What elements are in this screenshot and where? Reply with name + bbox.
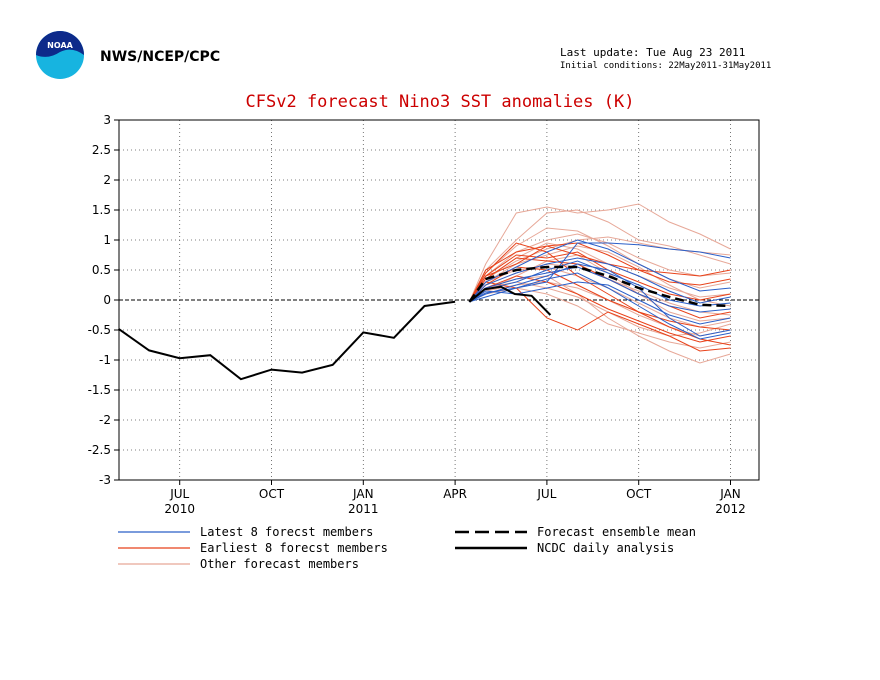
legend-label-earliest: Earliest 8 forecst members [200,541,388,555]
latest-member-line [469,242,731,303]
y-tick-label: -0.5 [88,323,111,337]
x-tick-month: JUL [169,487,189,501]
latest-member-line [469,272,731,340]
ensemble-mean-line [468,265,731,308]
earliest-member-line [468,257,731,319]
legend-label-analysis: NCDC daily analysis [537,541,674,555]
latest-member-line [469,239,731,303]
y-tick-label: -1.5 [88,383,111,397]
y-tick-label: 1.5 [92,203,111,217]
y-tick-label: 0.5 [92,263,111,277]
y-tick-label: -3 [99,473,111,487]
latest-member-line [469,266,731,313]
noaa-logo: NOAA [36,31,84,79]
ensemble-mean-group [468,265,731,308]
other-member-line [468,203,731,302]
earliest-member-line [468,242,731,303]
y-axis: 3 2.5 2 1.5 1 0.5 0 -0.5 -1 -1.5 -2 -2.5 -3 [88,113,119,487]
analysis-daily-line [468,285,552,316]
analysis-group [117,285,552,381]
x-tick-month: JAN [719,487,741,501]
x-tick-month: OCT [259,487,285,501]
y-tick-label: 3 [103,113,111,127]
x-tick-month: APR [443,487,467,501]
x-tick-month: OCT [626,487,652,501]
x-tick-month: JUL [536,487,556,501]
earliest-member-line [469,275,731,343]
y-tick-label: 2 [103,173,111,187]
y-tick-label: 0 [103,293,111,307]
legend-label-other: Other forecast members [200,557,359,571]
noaa-logo-text: NOAA [47,41,73,50]
x-tick-month: JAN [352,487,374,501]
earliest-members-group [468,242,731,352]
y-tick-label: 1 [103,233,111,247]
x-tick-year: 2010 [164,502,195,516]
latest-members-group [469,239,731,340]
earliest-member-line [468,245,731,303]
analysis-monthly-line [117,300,456,381]
chart-title: CFSv2 forecast Nino3 SST anomalies (K) [246,92,635,112]
y-tick-label: -2.5 [88,443,111,457]
y-tick-label: -1 [99,353,111,367]
earliest-member-line [468,242,731,346]
agency-label: NWS/NCEP/CPC [100,49,220,65]
latest-member-line [469,257,731,304]
x-tick-year: 2012 [715,502,746,516]
initial-conditions: Initial conditions: 22May2011-31May2011 [560,61,771,71]
legend-label-latest: Latest 8 forecst members [200,525,373,539]
legend: Latest 8 forecst members Earliest 8 forec… [118,525,696,571]
other-member-line [469,287,731,349]
y-tick-label: 2.5 [92,143,111,157]
x-tick-year: 2011 [348,502,379,516]
earliest-member-line [469,266,731,331]
earliest-member-line [469,281,731,352]
legend-label-mean: Forecast ensemble mean [537,525,696,539]
y-tick-label: -2 [99,413,111,427]
latest-member-line [469,260,731,307]
last-update: Last update: Tue Aug 23 2011 [560,46,745,59]
